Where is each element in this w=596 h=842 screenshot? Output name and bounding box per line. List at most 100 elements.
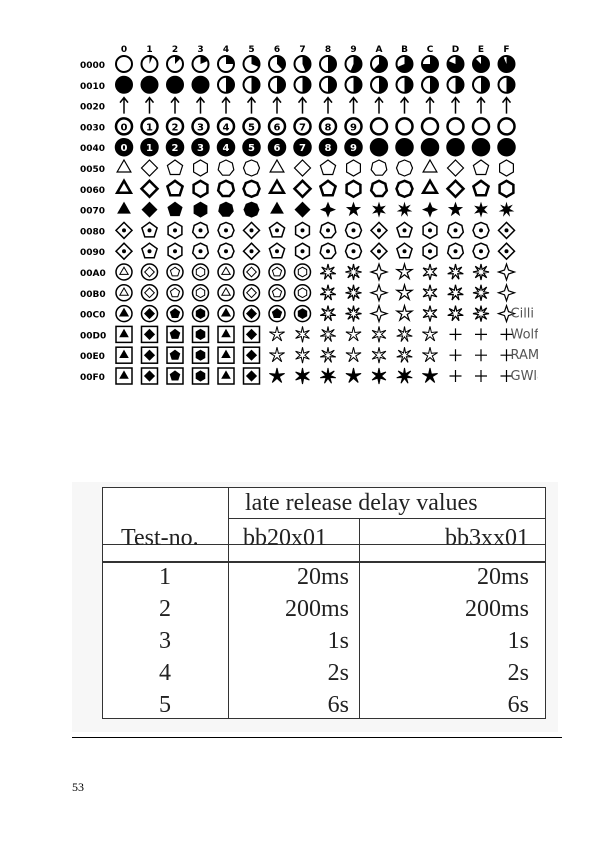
glyph-outline-icon [114, 242, 134, 261]
glyph-cross-icon [475, 370, 487, 382]
glyph-number-icon [191, 117, 210, 136]
glyph-arrow-icon [119, 96, 129, 114]
glyph-digit: 7 [299, 122, 306, 133]
glyph-inner-icon [297, 266, 308, 278]
column-header: 3 [197, 45, 203, 55]
glyph-solid-icon [422, 201, 438, 218]
glyph-square-icon [115, 367, 133, 385]
glyph-polygon-icon [370, 159, 388, 176]
glyph-polygon-icon [242, 159, 261, 177]
col-header-bb3xx01: bb3xx01 [445, 525, 529, 551]
glyph-ring-icon [217, 304, 235, 323]
glyph-ring-icon [166, 284, 184, 302]
glyph-center-dot [224, 249, 228, 254]
glyph-clock-fill [328, 56, 336, 72]
glyph-digit: 1 [146, 143, 153, 154]
glyph-inner-solid [221, 370, 231, 379]
glyph-number-icon [369, 137, 389, 157]
row-header: 00E0 [80, 352, 105, 362]
glyph-number-icon [497, 117, 516, 136]
row-header: 0050 [80, 165, 105, 175]
glyph-inner-solid [169, 328, 181, 339]
glyph-star-icon [369, 303, 389, 324]
glyph-inner-solid [195, 328, 206, 340]
glyph-star-icon [319, 305, 337, 322]
row-header: 0070 [80, 207, 105, 217]
glyph-square-icon [242, 346, 261, 364]
glyph-chart-svg: 0 1 2 3 4 5 6 7 8 9 A B C D E F000000100020003000400050… [80, 45, 539, 385]
glyph-ring-icon [191, 304, 210, 323]
glyph-solid-icon [474, 201, 488, 218]
bb3xx01-cell: 6s [507, 692, 529, 718]
glyph-star-icon [345, 326, 362, 342]
test-no-cell: 1 [159, 564, 171, 590]
bb3xx01-cell: 1s [507, 628, 529, 654]
column-header: E [478, 45, 484, 55]
glyph-star-icon [345, 367, 362, 383]
glyph-polygon-icon [345, 179, 362, 199]
group-header: late release delay values [245, 490, 478, 516]
glyph-star-icon [422, 326, 438, 342]
side-word: RAMF [511, 348, 539, 363]
glyph-number-icon [267, 137, 287, 157]
glyph-ring-icon [140, 284, 159, 302]
glyph-number-icon [395, 117, 414, 136]
glyph-clock-fill [200, 55, 208, 64]
glyph-square-icon [242, 367, 261, 385]
glyph-polygon-icon [420, 178, 440, 195]
glyph-arrow-icon [272, 96, 282, 114]
glyph-digit: 2 [172, 122, 179, 133]
glyph-polygon-icon [395, 159, 414, 177]
glyph-star-icon [447, 263, 464, 280]
glyph-solid-icon [243, 201, 260, 218]
glyph-outline-icon [191, 221, 210, 239]
glyph-half-fill [328, 76, 336, 93]
column-header: 5 [248, 45, 254, 55]
glyph-digit: 8 [325, 122, 332, 133]
glyph-outline-icon [369, 221, 389, 240]
glyph-number-icon [318, 137, 338, 157]
glyph-number-icon [497, 137, 516, 157]
glyph-inner-solid [169, 349, 181, 360]
glyph-center-dot [351, 249, 356, 254]
glyph-ring-icon [115, 304, 133, 323]
footer-rule [72, 737, 562, 738]
glyph-inner-solid [119, 370, 129, 379]
glyph-center-dot [402, 228, 407, 233]
glyph-outline-icon [268, 221, 286, 238]
glyph-solid-icon [167, 201, 183, 217]
column-header: 7 [299, 45, 305, 55]
glyph-center-dot [173, 228, 177, 233]
glyph-polygon-icon [165, 179, 185, 197]
glyph-digit: 4 [223, 143, 230, 154]
glyph-outline-icon [472, 242, 490, 261]
glyph-number-icon [293, 137, 312, 157]
glyph-number-icon [446, 117, 465, 136]
glyph-polygon-icon [445, 179, 466, 199]
glyph-clock-fill [251, 55, 260, 68]
glyph-number-icon [191, 137, 210, 157]
test-no-cell: 3 [159, 628, 171, 654]
glyph-clock-fill [350, 56, 362, 72]
glyph-star-icon [472, 284, 490, 301]
glyph-polygon-icon [140, 159, 159, 177]
glyph-star-icon [319, 284, 337, 301]
glyph-clock-fill [422, 56, 438, 72]
glyph-star-icon [269, 326, 285, 342]
glyph-star-icon [422, 347, 438, 363]
glyph-star-icon [345, 284, 362, 301]
glyph-ring-icon [242, 304, 261, 323]
glyph-polygon-icon [166, 159, 184, 176]
glyph-outline-icon [167, 242, 183, 261]
glyph-outline-icon [497, 221, 516, 240]
glyph-digit: 5 [248, 143, 255, 154]
glyph-arrow-icon [348, 96, 359, 114]
glyph-center-dot [377, 228, 381, 233]
glyph-clock-fill [472, 56, 489, 72]
glyph-center-dot [249, 249, 254, 254]
glyph-inner-icon [220, 287, 232, 296]
glyph-outline-icon [396, 221, 413, 238]
glyph-half-fill [379, 76, 387, 93]
glyph-digit: 0 [121, 122, 128, 133]
glyph-polygon-icon [216, 179, 236, 198]
